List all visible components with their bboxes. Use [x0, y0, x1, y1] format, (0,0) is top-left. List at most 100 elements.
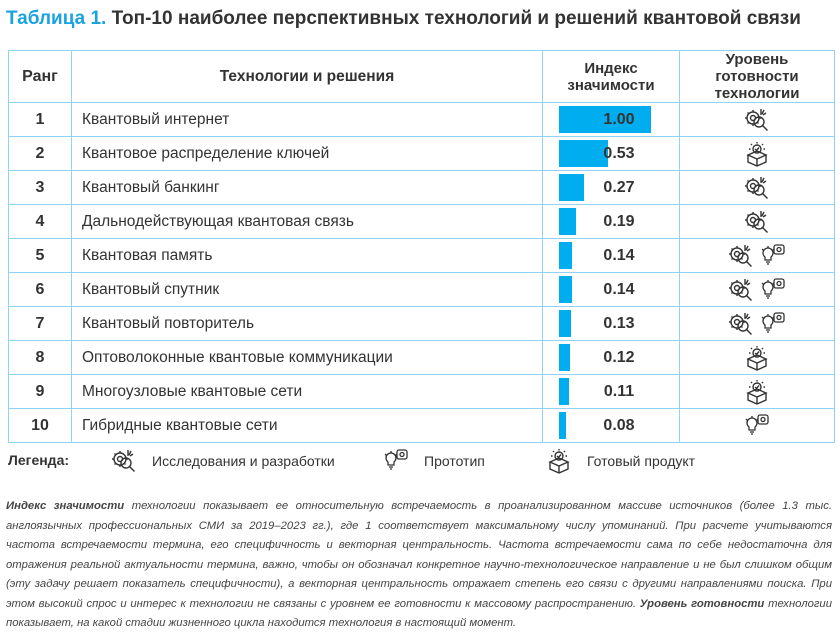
research-icon	[744, 209, 770, 235]
rank-cell: 9	[8, 374, 72, 409]
legend-research-label: Исследования и разработки	[152, 453, 335, 469]
footnote: Индекс значимости технологии показывает …	[6, 497, 832, 634]
table-row: 5 Квантовая память 0.14	[8, 238, 835, 273]
prototype-icon	[383, 448, 409, 474]
legend-prototype: Прототип	[380, 448, 485, 474]
readiness-cell	[679, 408, 835, 443]
tech-name-cell: Многоузловые квантовые сети	[71, 374, 543, 409]
index-cell: 0.14	[542, 238, 680, 273]
tech-table: Ранг Технологии и решения Индекс значимо…	[8, 50, 835, 443]
table-row: 3 Квантовый банкинг 0.27	[8, 170, 835, 205]
index-value: 0.12	[603, 349, 635, 366]
readiness-cell	[679, 340, 835, 375]
index-bar	[559, 174, 584, 201]
research-icon	[744, 175, 770, 201]
research-icon	[728, 311, 754, 337]
legend-prototype-label: Прототип	[424, 453, 485, 469]
product-icon	[744, 379, 770, 405]
table-row: 2 Квантовое распределение ключей 0.53	[8, 136, 835, 171]
index-cell: 0.11	[542, 374, 680, 409]
table-row: 1 Квантовый интернет 1.00	[8, 102, 835, 137]
tech-name-cell: Квантовый спутник	[71, 272, 543, 307]
readiness-cell	[679, 170, 835, 205]
rank-cell: 5	[8, 238, 72, 273]
table-row: 8 Оптоволоконные квантовые коммуникации …	[8, 340, 835, 375]
tech-name-cell: Оптоволоконные квантовые коммуникации	[71, 340, 543, 375]
header-tech: Технологии и решения	[71, 50, 543, 103]
index-cell: 0.27	[542, 170, 680, 205]
page-title: Таблица 1. Топ-10 наиболее перспективных…	[6, 8, 801, 30]
index-value: 0.27	[603, 179, 635, 196]
product-icon	[744, 345, 770, 371]
note-term-readiness: Уровень готовности	[639, 597, 765, 610]
research-icon	[728, 243, 754, 269]
readiness-cell	[679, 136, 835, 171]
legend-label: Легенда:	[8, 452, 70, 468]
index-bar	[559, 106, 651, 133]
index-bar	[559, 412, 567, 439]
index-bar	[559, 140, 608, 167]
index-cell: 0.14	[542, 272, 680, 307]
table-row: 4 Дальнодействующая квантовая связь 0.19	[8, 204, 835, 239]
index-bar	[559, 378, 570, 405]
header-index: Индекс значимости	[542, 50, 680, 103]
prototype-icon	[760, 243, 786, 269]
rank-cell: 8	[8, 340, 72, 375]
tech-name-cell: Квантовое распределение ключей	[71, 136, 543, 171]
index-value: 0.11	[603, 383, 635, 400]
index-value: 0.08	[603, 417, 635, 434]
index-bar	[559, 242, 572, 269]
legend: Легенда: Исследования и разработки Прото…	[8, 448, 828, 474]
table-row: 7 Квантовый повторитель 0.13	[8, 306, 835, 341]
legend-product: Готовый продукт	[543, 448, 695, 474]
index-value: 1.00	[603, 111, 635, 128]
table-row: 6 Квантовый спутник 0.14	[8, 272, 835, 307]
tech-name-cell: Квантовый интернет	[71, 102, 543, 137]
readiness-cell	[679, 306, 835, 341]
index-bar	[559, 344, 571, 371]
readiness-cell	[679, 374, 835, 409]
index-value: 0.19	[603, 213, 635, 230]
rank-cell: 6	[8, 272, 72, 307]
rank-cell: 2	[8, 136, 72, 171]
rank-cell: 1	[8, 102, 72, 137]
header-readiness: Уровень готовности технологии	[679, 50, 835, 103]
index-bar	[559, 276, 572, 303]
table-number: Таблица 1.	[6, 8, 107, 29]
table-title: Топ-10 наиболее перспективных технологий…	[111, 8, 801, 29]
index-cell: 0.08	[542, 408, 680, 443]
index-value: 0.53	[603, 145, 635, 162]
research-icon	[111, 448, 137, 474]
index-value: 0.14	[603, 281, 635, 298]
research-icon	[744, 107, 770, 133]
tech-name-cell: Квантовая память	[71, 238, 543, 273]
prototype-icon	[760, 277, 786, 303]
header-rank: Ранг	[8, 50, 72, 103]
readiness-cell	[679, 204, 835, 239]
prototype-icon	[744, 413, 770, 439]
readiness-cell	[679, 272, 835, 307]
readiness-cell	[679, 102, 835, 137]
rank-cell: 4	[8, 204, 72, 239]
research-icon	[728, 277, 754, 303]
index-bar	[559, 310, 571, 337]
rank-cell: 7	[8, 306, 72, 341]
index-value: 0.13	[603, 315, 635, 332]
index-bar	[559, 208, 577, 235]
index-cell: 0.12	[542, 340, 680, 375]
note-term-index: Индекс значимости	[6, 500, 125, 512]
legend-research: Исследования и разработки	[108, 448, 335, 474]
note-text-1: технологии показывает ее относительную в…	[6, 500, 832, 610]
rank-cell: 3	[8, 170, 72, 205]
index-cell: 0.53	[542, 136, 680, 171]
tech-name-cell: Квантовый повторитель	[71, 306, 543, 341]
index-value: 0.14	[603, 247, 635, 264]
readiness-cell	[679, 238, 835, 273]
index-cell: 1.00	[542, 102, 680, 137]
tech-name-cell: Дальнодействующая квантовая связь	[71, 204, 543, 239]
legend-product-label: Готовый продукт	[587, 453, 696, 469]
table-row: 10 Гибридные квантовые сети 0.08	[8, 408, 835, 443]
index-cell: 0.13	[542, 306, 680, 341]
table-row: 9 Многоузловые квантовые сети 0.11	[8, 374, 835, 409]
product-icon	[546, 448, 572, 474]
